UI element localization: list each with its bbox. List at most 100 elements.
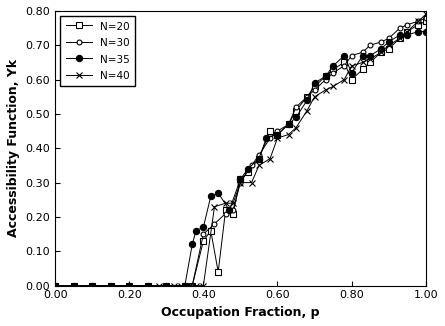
- N=35: [360, 53, 365, 57]
- N=30: [349, 53, 354, 57]
- N=20: [323, 74, 328, 78]
- N=30: [286, 122, 291, 126]
- N=35: [245, 167, 251, 171]
- N=35: [215, 191, 221, 195]
- N=20: [108, 284, 113, 288]
- N=35: [304, 98, 310, 102]
- N=20: [201, 239, 206, 243]
- N=40: [360, 61, 365, 65]
- N=40: [368, 57, 373, 61]
- N=35: [208, 194, 214, 198]
- N=30: [71, 284, 76, 288]
- Line: N=35: N=35: [52, 28, 429, 289]
- N=40: [193, 284, 198, 288]
- N=35: [416, 30, 421, 34]
- N=30: [397, 26, 402, 30]
- N=30: [249, 164, 254, 168]
- N=30: [256, 153, 262, 157]
- N=35: [264, 136, 269, 140]
- N=20: [416, 23, 421, 27]
- N=30: [164, 284, 169, 288]
- Line: N=30: N=30: [53, 15, 428, 288]
- N=35: [182, 284, 187, 288]
- N=40: [286, 133, 291, 137]
- N=20: [304, 95, 310, 99]
- N=30: [312, 88, 317, 92]
- N=35: [164, 284, 169, 288]
- N=35: [89, 284, 95, 288]
- N=30: [201, 232, 206, 236]
- N=20: [190, 284, 195, 288]
- N=20: [164, 284, 169, 288]
- N=35: [397, 33, 402, 37]
- N=20: [53, 284, 58, 288]
- N=20: [286, 122, 291, 126]
- N=35: [201, 225, 206, 229]
- N=30: [293, 105, 299, 109]
- N=20: [267, 129, 273, 133]
- N=40: [312, 95, 317, 99]
- N=35: [293, 115, 299, 119]
- N=40: [386, 43, 391, 47]
- N=30: [323, 78, 328, 82]
- N=20: [341, 61, 347, 65]
- N=40: [178, 284, 184, 288]
- N=35: [386, 40, 391, 44]
- N=35: [341, 53, 347, 57]
- N=30: [89, 284, 95, 288]
- N=40: [238, 181, 243, 185]
- N=20: [182, 284, 187, 288]
- N=20: [208, 229, 214, 233]
- N=40: [323, 88, 328, 92]
- N=20: [368, 61, 373, 65]
- N=20: [89, 284, 95, 288]
- N=20: [215, 270, 221, 274]
- N=30: [223, 212, 228, 215]
- N=40: [341, 78, 347, 82]
- N=40: [293, 126, 299, 130]
- N=35: [423, 30, 429, 34]
- N=30: [238, 181, 243, 185]
- N=30: [212, 222, 217, 226]
- N=30: [190, 284, 195, 288]
- N=20: [293, 109, 299, 112]
- N=20: [360, 67, 365, 71]
- N=30: [331, 71, 336, 75]
- N=40: [423, 12, 429, 16]
- N=40: [171, 284, 176, 288]
- N=40: [331, 84, 336, 88]
- N=30: [368, 43, 373, 47]
- N=20: [275, 133, 280, 137]
- Line: N=20: N=20: [53, 19, 429, 289]
- N=35: [331, 64, 336, 68]
- N=35: [379, 47, 384, 51]
- Legend: N=20, N=30, N=35, N=40: N=20, N=30, N=35, N=40: [61, 16, 135, 86]
- N=20: [145, 284, 150, 288]
- Y-axis label: Accessibility Function, Yk: Accessibility Function, Yk: [7, 59, 20, 237]
- N=40: [231, 201, 236, 205]
- N=40: [349, 64, 354, 68]
- N=35: [238, 177, 243, 181]
- N=35: [190, 243, 195, 246]
- N=40: [164, 284, 169, 288]
- N=20: [312, 84, 317, 88]
- N=20: [231, 212, 236, 215]
- N=30: [275, 129, 280, 133]
- N=35: [405, 33, 410, 37]
- N=40: [416, 19, 421, 23]
- N=35: [286, 122, 291, 126]
- N=30: [405, 23, 410, 27]
- N=40: [71, 284, 76, 288]
- N=40: [275, 136, 280, 140]
- N=40: [379, 50, 384, 54]
- N=35: [227, 208, 232, 212]
- N=35: [53, 284, 58, 288]
- N=30: [379, 40, 384, 44]
- N=40: [145, 284, 150, 288]
- N=20: [423, 19, 429, 23]
- N=40: [201, 284, 206, 288]
- N=40: [304, 109, 310, 112]
- N=35: [256, 156, 262, 160]
- N=40: [186, 284, 191, 288]
- N=40: [223, 201, 228, 205]
